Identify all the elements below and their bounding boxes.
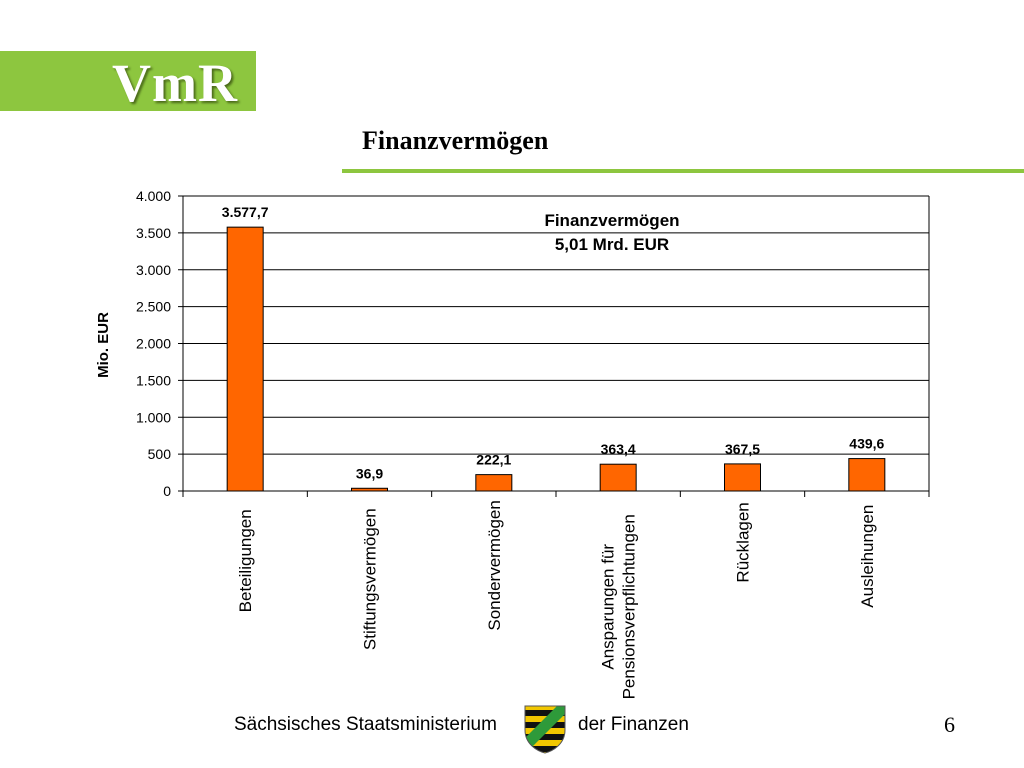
x-category-label: Rücklagen: [734, 502, 753, 582]
bar-value-label: 363,4: [601, 441, 636, 457]
page-number: 6: [944, 712, 955, 737]
footer-finance-label: der Finanzen: [578, 714, 689, 735]
y-tick-label: 1.000: [136, 409, 171, 425]
y-tick-label: 2.500: [136, 299, 171, 315]
x-category-label: Beteiligungen: [236, 509, 255, 612]
x-category-label: Ansparungen für Pensionsverpflichtungen: [599, 514, 639, 699]
page-title: Finanzvermögen: [362, 126, 549, 155]
bar-value-label: 439,6: [849, 436, 884, 452]
logo-bar: [0, 51, 256, 111]
footer-ministry-label: Sächsisches Staatsministerium: [234, 714, 497, 735]
saxony-coat-of-arms-icon: [524, 705, 566, 754]
logo-text: VmR: [112, 53, 238, 113]
bar: [599, 463, 637, 492]
y-tick-label: 4.000: [136, 188, 171, 204]
y-tick-label: 0: [163, 483, 171, 499]
bar-value-label: 3.577,7: [222, 204, 269, 220]
y-axis-label: Mio. EUR: [95, 312, 112, 378]
bar: [475, 474, 513, 492]
y-tick-label: 500: [148, 446, 172, 462]
x-category-label: Ausleihungen: [858, 505, 877, 608]
chart-subtitle: 5,01 Mrd. EUR: [555, 235, 669, 254]
y-tick-label: 3.500: [136, 225, 171, 241]
y-tick-label: 3.000: [136, 262, 171, 278]
bar: [724, 463, 761, 492]
y-tick-label: 2.000: [136, 336, 171, 352]
chart-title: Finanzvermögen: [544, 211, 679, 230]
x-category-label: Stiftungsvermögen: [361, 508, 380, 650]
x-category-label: Sondervermögen: [485, 500, 504, 630]
bar: [848, 458, 886, 492]
bar-chart: 0 500 1.000 1.500 2.000 2.500 3.000 3.500 4.000 M…: [95, 188, 930, 699]
bar-value-label: 367,5: [725, 441, 760, 457]
title-divider: [342, 169, 1024, 173]
bar-value-label: 36,9: [356, 465, 383, 481]
bar: [226, 226, 264, 492]
bar-value-label: 222,1: [476, 452, 511, 468]
y-tick-label: 1.500: [136, 372, 171, 388]
